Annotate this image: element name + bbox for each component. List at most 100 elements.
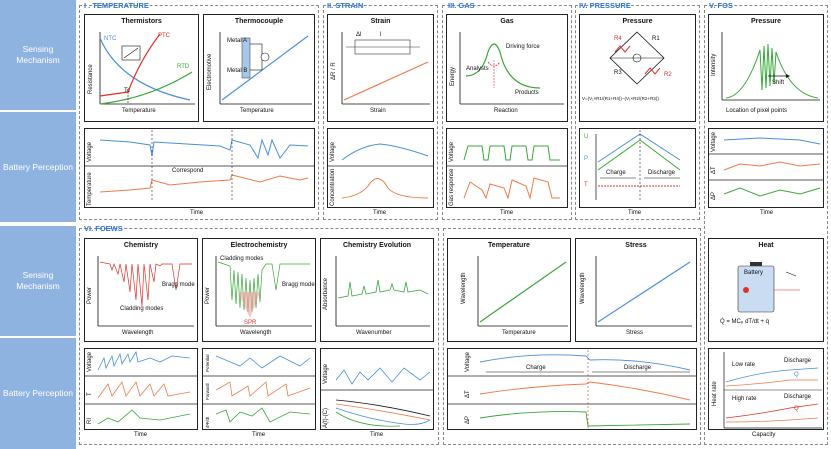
ts-stress-panel <box>575 238 697 342</box>
section-strain-box <box>323 5 438 220</box>
sidebar-battery-perception-bottom: Battery Perception <box>0 338 76 449</box>
sidebar-sensing-mechanism-top: Sensing Mechanism <box>0 0 76 110</box>
heat-high-q-label: Q <box>794 406 799 412</box>
chem-evo-wavenumber-label: Wavenumber <box>356 330 392 336</box>
section-foews-box <box>79 228 439 445</box>
fos-location-label: Location of pixel points <box>726 108 788 114</box>
chemistry-cladding-label: Cladding modes <box>120 306 164 312</box>
heat-high-discharge-label: Discharge <box>784 394 812 400</box>
chemistry-batt-time-label: Time <box>134 432 148 438</box>
gas-analysts-label: Analysts <box>466 66 489 72</box>
chemistry-bragg-label: Bragg mode <box>162 282 195 288</box>
heat-rate-axis-label: Heat rate <box>712 381 718 406</box>
sidebar-sensing-mechanism-bottom: Sensing Mechanism <box>0 226 76 336</box>
heat-capacity-label: Capacity <box>752 432 776 438</box>
section-title-fos: V. FOS <box>709 1 733 10</box>
section-title-foews: VI. FOEWS <box>84 224 123 233</box>
r2-label: R2 <box>664 72 672 78</box>
fos-pressure-panel <box>708 14 824 122</box>
ts-temperature-title: Temperature <box>488 242 530 249</box>
pressure-discharge-label: Discharge <box>648 170 676 176</box>
strain-l-label: l <box>380 32 382 38</box>
section-temperature-box <box>79 5 319 220</box>
section-title-pressure: IV. PRESSURE <box>579 1 631 10</box>
section-gas-box <box>442 5 572 220</box>
heat-title: Heat <box>758 242 774 249</box>
ntc-label: NTC <box>104 36 117 42</box>
correspond-label: Correspond <box>172 168 204 174</box>
section-fos-box <box>704 5 828 445</box>
heat-battery-panel <box>708 348 824 430</box>
thermistors-title: Thermistors <box>121 18 162 25</box>
temp-batt-time-label: Time <box>190 210 204 216</box>
fos-shift-label: Shift <box>772 80 785 86</box>
ts-charge-label: Charge <box>526 365 546 371</box>
gas-reaction-label: Reaction <box>494 108 518 114</box>
ts-discharge-label: Discharge <box>624 365 652 371</box>
gas-title: Gas <box>500 18 514 25</box>
gas-products-label: Products <box>515 90 539 96</box>
chemistry-title: Chemistry <box>123 242 159 249</box>
chem-evolution-panel <box>320 238 434 342</box>
pressure-title: Pressure <box>622 18 653 25</box>
section-ts-box <box>443 228 701 445</box>
gas-driving-force-label: Driving force <box>506 44 540 50</box>
rtd-label: RTD <box>177 64 190 70</box>
heat-formula: Q̇ = MCₚ dT/dt + q̇ <box>720 319 769 325</box>
chem-evolution-title: Chemistry Evolution <box>342 242 412 249</box>
bridge-formula: V=(V₁×R1/(R1+R4))−(V₁×R2/(R2+R3)) <box>582 96 659 101</box>
ts-stress-x-label: Stress <box>626 330 644 336</box>
pressure-charge-label: Charge <box>606 170 626 176</box>
electrochem-battery-panel <box>202 348 316 430</box>
electrochem-spr-label: SPR <box>244 320 257 326</box>
ts-temp-x-label: Temperature <box>502 330 536 336</box>
r3-label: R3 <box>614 70 622 76</box>
chemistry-panel <box>84 238 198 342</box>
thermocouple-title: Thermocouple <box>234 18 284 25</box>
pressure-t-label: T <box>584 182 588 188</box>
strain-title: Strain <box>370 18 391 25</box>
electrochem-bragg-label: Bragg mode <box>282 282 315 288</box>
ts-temperature-panel <box>447 238 571 342</box>
heat-low-q-label: Q <box>794 372 799 378</box>
r4-label: R4 <box>614 36 622 42</box>
metal-b-label: Metal B <box>227 68 248 74</box>
r1-label: R1 <box>652 36 660 42</box>
heat-low-rate-label: Low rate <box>732 362 756 368</box>
fos-batt-time-label: Time <box>760 210 774 216</box>
chem-evo-batt-time-label: Time <box>370 432 384 438</box>
chemistry-wavelength-label: Wavelength <box>122 330 154 336</box>
electrochem-batt-time-label: Time <box>252 432 266 438</box>
pressure-batt-time-label: Time <box>628 210 642 216</box>
thermistors-x-label: Temperature <box>122 108 156 114</box>
tc-label: Tc <box>124 88 130 94</box>
gas-batt-time-label: Time <box>500 210 514 216</box>
electrochem-wavelength-label: Wavelength <box>240 330 272 336</box>
heat-high-rate-label: High rate <box>732 396 757 402</box>
strain-batt-time-label: Time <box>373 210 387 216</box>
pressure-p-label: P <box>584 156 589 162</box>
sidebar-battery-perception-top: Battery Perception <box>0 112 76 222</box>
strain-x-label: Strain <box>370 108 386 114</box>
section-title-temperature: I . TEMPERATURE <box>84 1 149 10</box>
strain-battery-panel <box>327 128 434 208</box>
pressure-u-label: U <box>584 134 589 140</box>
chem-evo-battery-panel <box>320 348 434 430</box>
thermocouple-x-label: Temperature <box>240 108 274 114</box>
